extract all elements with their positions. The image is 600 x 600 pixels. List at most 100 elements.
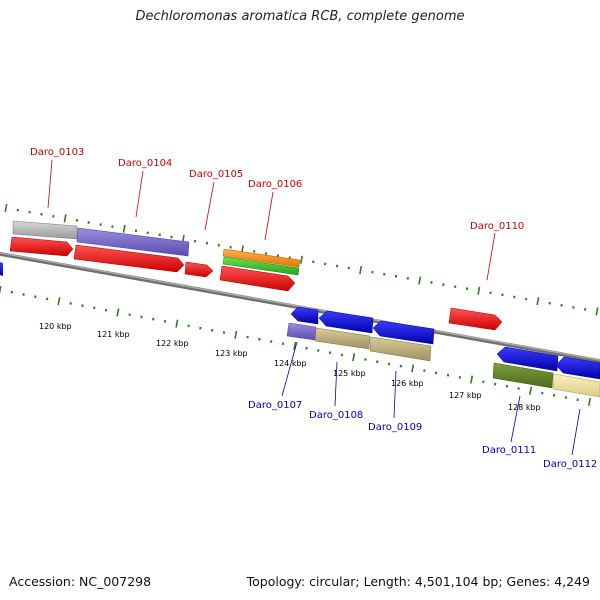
genome-backbone-highlight xyxy=(0,252,600,361)
gene-arrow-green xyxy=(222,256,300,276)
gene-arrow-red xyxy=(448,307,503,331)
minor-tick xyxy=(34,295,37,299)
gene-arrow-olive xyxy=(492,362,554,389)
gene-label-bottom[interactable]: Daro_0109 xyxy=(368,422,422,433)
callout-line-top xyxy=(204,181,215,231)
kbp-label: 120 kbp xyxy=(39,322,72,331)
page-title: Dechloromonas aromatica RCB, complete ge… xyxy=(135,9,465,24)
major-tick xyxy=(587,397,591,407)
minor-tick xyxy=(383,272,386,276)
minor-tick xyxy=(45,297,49,301)
gene-arrow-blue xyxy=(318,310,374,334)
gene-arrow-red xyxy=(184,261,214,278)
minor-tick xyxy=(69,302,72,305)
gene-arrow-red xyxy=(9,236,74,257)
minor-tick xyxy=(264,252,268,255)
tick-track-bottom xyxy=(0,285,591,407)
minor-tick xyxy=(140,315,143,319)
gene-arrow-red xyxy=(73,244,185,273)
kbp-label: 128 kbp xyxy=(508,403,541,412)
callout-line-bottom xyxy=(281,341,298,397)
major-tick xyxy=(536,297,540,306)
minor-tick xyxy=(281,342,285,346)
gene-label-bottom[interactable]: Daro_0108 xyxy=(309,410,363,421)
minor-tick xyxy=(376,360,379,364)
major-tick xyxy=(529,386,533,395)
gene-callouts xyxy=(47,159,581,456)
gene-arrow-khaki xyxy=(369,336,432,362)
kbp-label: 122 kbp xyxy=(156,339,189,348)
gene-arrow-gray xyxy=(12,220,78,240)
gene-labels-top: Daro_0103 Daro_0104 Daro_0105 Daro_0106 … xyxy=(30,147,524,232)
gene-label-top[interactable]: Daro_0110 xyxy=(470,221,524,232)
major-tick xyxy=(595,307,599,316)
minor-tick xyxy=(269,340,273,343)
minor-tick xyxy=(246,335,249,339)
major-tick xyxy=(470,375,474,384)
callout-line-top xyxy=(264,191,274,241)
gene-label-bottom[interactable]: Daro_0107 xyxy=(248,400,302,411)
gene-arrow-purple xyxy=(286,322,317,341)
major-tick xyxy=(234,330,238,339)
genome-stats-text: Topology: circular; Length: 4,501,104 bp… xyxy=(246,574,590,589)
callout-line-bottom xyxy=(334,361,338,407)
minor-tick xyxy=(442,283,445,287)
gene-arrow-orange xyxy=(222,248,301,268)
major-tick xyxy=(0,285,2,295)
major-tick xyxy=(418,276,422,285)
gene-label-top[interactable]: Daro_0106 xyxy=(248,179,302,190)
gene-arrow-cream xyxy=(552,373,600,398)
gene-arrow-blue xyxy=(0,262,3,276)
callout-line-top xyxy=(486,232,496,281)
minor-tick xyxy=(399,364,403,368)
minor-tick xyxy=(560,303,563,307)
major-tick xyxy=(352,353,356,362)
major-tick xyxy=(4,203,8,213)
gene-features-bottom xyxy=(0,262,600,398)
gene-features-top xyxy=(9,220,503,331)
minor-tick xyxy=(364,358,367,361)
minor-tick xyxy=(493,382,497,386)
major-tick xyxy=(300,255,303,264)
gene-label-bottom[interactable]: Daro_0112 xyxy=(543,459,597,470)
kbp-label: 125 kbp xyxy=(333,369,366,378)
accession-text: Accession: NC_007298 xyxy=(9,574,152,589)
major-tick xyxy=(122,224,126,233)
major-tick xyxy=(359,265,363,275)
major-tick xyxy=(477,286,481,295)
callout-line-top xyxy=(47,159,53,209)
kbp-label: 123 kbp xyxy=(215,349,248,358)
kbp-label: 121 kbp xyxy=(97,330,130,339)
kbp-label: 126 kbp xyxy=(391,379,424,388)
gene-arrow-purple xyxy=(76,227,190,257)
major-tick xyxy=(57,297,61,306)
gene-arrow-blue xyxy=(372,320,435,345)
gene-label-bottom[interactable]: Daro_0111 xyxy=(482,445,536,456)
gene-arrow-blue xyxy=(496,346,559,372)
callout-line-bottom xyxy=(510,395,521,443)
major-tick xyxy=(116,308,120,317)
major-tick xyxy=(63,214,67,223)
gene-label-top[interactable]: Daro_0105 xyxy=(189,169,243,180)
minor-tick xyxy=(505,384,509,388)
minor-tick xyxy=(323,262,327,266)
minor-tick xyxy=(482,380,485,384)
kbp-scale-labels: 120 kbp 121 kbp 122 kbp 123 kbp 124 kbp … xyxy=(39,322,541,412)
minor-tick xyxy=(205,241,209,245)
gene-arrow-blue xyxy=(555,356,600,380)
minor-tick xyxy=(387,362,391,366)
major-tick xyxy=(175,319,179,328)
gene-arrow-khaki xyxy=(314,327,371,350)
callout-line-bottom xyxy=(393,370,397,419)
minor-tick xyxy=(163,319,167,323)
kbp-label: 127 kbp xyxy=(449,391,482,400)
major-tick xyxy=(411,364,415,373)
minor-tick xyxy=(576,398,579,402)
gene-labels-bottom: Daro_0107 Daro_0108 Daro_0109 Daro_0111 … xyxy=(248,400,597,470)
callout-line-bottom xyxy=(571,408,581,456)
major-tick xyxy=(293,341,297,351)
gene-label-top[interactable]: Daro_0103 xyxy=(30,147,84,158)
gene-label-top[interactable]: Daro_0104 xyxy=(118,158,172,169)
minor-tick xyxy=(501,293,504,297)
